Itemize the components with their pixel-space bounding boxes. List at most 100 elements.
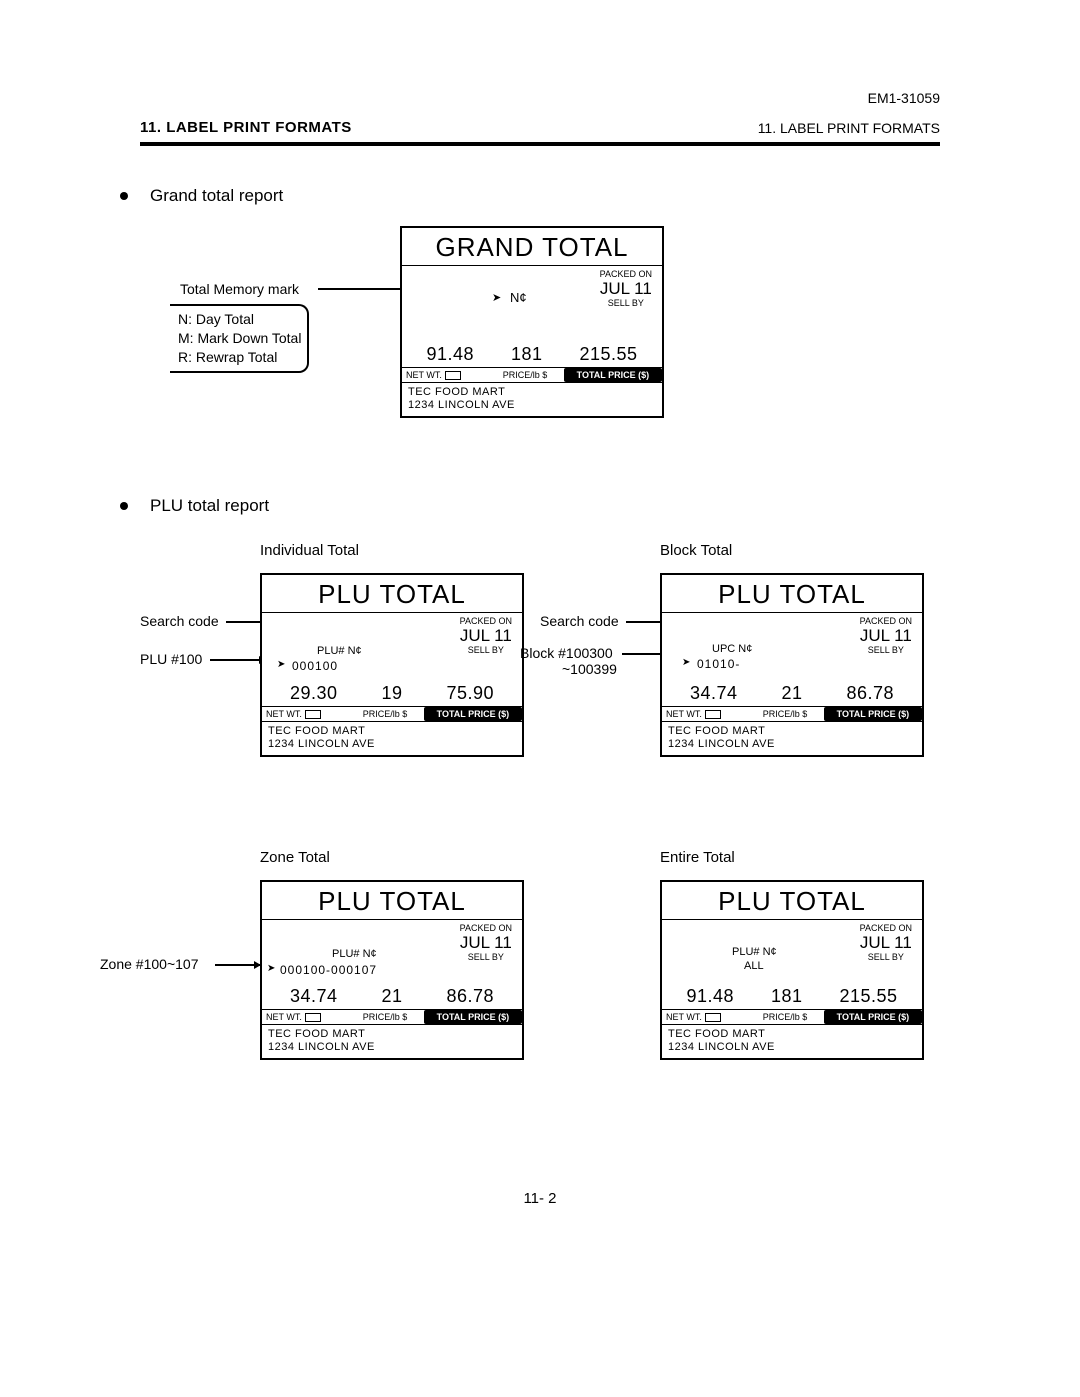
col-zone: Zone Total Zone #100~107 PLU TOTAL PACKE… bbox=[140, 843, 540, 1100]
label-mid: PACKED ON JUL 11 SELL BY UPC N¢ ➤ 01010- bbox=[662, 613, 922, 683]
values-row: 29.30 19 75.90 bbox=[262, 683, 522, 706]
field-pricelb: PRICE/lb $ bbox=[486, 368, 563, 382]
callout-n: N: Day Total bbox=[178, 310, 301, 329]
bullet-icon bbox=[120, 192, 128, 200]
label-mid: PACKED ON JUL 11 SELL BY PLU# N¢ ALL bbox=[662, 920, 922, 986]
label-title: PLU TOTAL bbox=[662, 575, 922, 613]
label-title: GRAND TOTAL bbox=[402, 228, 662, 266]
val-cnt: 181 bbox=[511, 344, 543, 365]
label-mid: PACKED ON JUL 11 SELL BY PLU# N¢ ➤ 00010… bbox=[262, 613, 522, 683]
entire-label: PLU TOTAL PACKED ON JUL 11 SELL BY PLU# … bbox=[660, 880, 924, 1060]
header-repeat: 11. LABEL PRINT FORMATS bbox=[758, 120, 940, 136]
packed-col: PACKED ON JUL 11 SELL BY bbox=[600, 270, 652, 308]
page-number: 11- 2 bbox=[140, 1190, 940, 1207]
col-entire: Entire Total PLU TOTAL PACKED ON JUL 11 … bbox=[540, 843, 940, 1100]
code-value: 000100 bbox=[292, 659, 338, 673]
header-right: EM1-31059 11. LABEL PRINT FORMATS bbox=[758, 90, 940, 136]
callout-search: Search code bbox=[540, 613, 619, 629]
callout-paren: N: Day Total M: Mark Down Total R: Rewra… bbox=[170, 304, 309, 373]
field-row: NET WT. PRICE/lb $ TOTAL PRICE ($) bbox=[662, 706, 922, 721]
block-wrap: Search code Block #100300 ~100399 PLU TO… bbox=[540, 573, 940, 793]
scale-icon bbox=[445, 371, 461, 380]
packed-col: PACKED ON JUL 11 SELL BY bbox=[460, 617, 512, 655]
grand-label: GRAND TOTAL PACKED ON JUL 11 SELL BY ➤ N… bbox=[400, 226, 664, 418]
lead-line bbox=[215, 964, 260, 966]
val-net: 91.48 bbox=[426, 344, 474, 365]
values-row: 91.48 181 215.55 bbox=[662, 986, 922, 1009]
page-header: 11. LABEL PRINT FORMATS EM1-31059 11. LA… bbox=[140, 90, 940, 136]
scale-icon bbox=[305, 1013, 321, 1022]
label-footer: TEC FOOD MART 1234 LINCOLN AVE bbox=[262, 1024, 522, 1058]
field-row: NET WT. PRICE/lb $ TOTAL PRICE ($) bbox=[402, 367, 662, 382]
zone-label: PLU TOTAL PACKED ON JUL 11 SELL BY PLU# … bbox=[260, 880, 524, 1060]
label-footer: TEC FOOD MART 1234 LINCOLN AVE bbox=[402, 382, 662, 416]
section-title: 11. LABEL PRINT FORMATS bbox=[140, 119, 352, 136]
callout-total-memory: Total Memory mark bbox=[180, 281, 299, 297]
packed-col: PACKED ON JUL 11 SELL BY bbox=[460, 924, 512, 962]
bullet-grand: Grand total report bbox=[140, 186, 940, 206]
indiv-label: PLU TOTAL PACKED ON JUL 11 SELL BY PLU# … bbox=[260, 573, 524, 757]
header-rule bbox=[140, 142, 940, 146]
sell-by: SELL BY bbox=[600, 299, 652, 309]
callout-block-range2: ~100399 bbox=[562, 661, 617, 677]
label-mid: PACKED ON JUL 11 SELL BY PLU# N¢ ➤ 00010… bbox=[262, 920, 522, 986]
bullet-plu: PLU total report bbox=[140, 496, 940, 516]
field-row: NET WT. PRICE/lb $ TOTAL PRICE ($) bbox=[262, 1009, 522, 1024]
field-row: NET WT. PRICE/lb $ TOTAL PRICE ($) bbox=[662, 1009, 922, 1024]
scale-icon bbox=[705, 1013, 721, 1022]
zone-wrap: Zone #100~107 PLU TOTAL PACKED ON JUL 11… bbox=[140, 880, 540, 1100]
store2: 1234 LINCOLN AVE bbox=[408, 399, 656, 412]
label-footer: TEC FOOD MART 1234 LINCOLN AVE bbox=[262, 721, 522, 755]
nc-marker: N¢ bbox=[510, 290, 527, 305]
val-total: 215.55 bbox=[579, 344, 637, 365]
callout-zone-range: Zone #100~107 bbox=[100, 956, 198, 972]
code-value: 01010- bbox=[697, 657, 740, 671]
grand-section: Total Memory mark N: Day Total M: Mark D… bbox=[140, 226, 940, 466]
row-indiv-block: Individual Total Search code PLU #100 PL… bbox=[140, 536, 940, 793]
callout-block-range1: Block #100300 bbox=[520, 645, 613, 661]
field-total: TOTAL PRICE ($) bbox=[564, 368, 662, 382]
arrow-icon: ➤ bbox=[682, 657, 690, 668]
entire-wrap: PLU TOTAL PACKED ON JUL 11 SELL BY PLU# … bbox=[540, 880, 940, 1100]
col-individual: Individual Total Search code PLU #100 PL… bbox=[140, 536, 540, 793]
lead-line bbox=[210, 659, 265, 661]
arrow-icon: ➤ bbox=[277, 659, 285, 670]
code-label2: ALL bbox=[744, 960, 764, 972]
label-title: PLU TOTAL bbox=[262, 882, 522, 920]
scale-icon bbox=[705, 710, 721, 719]
code-label: PLU# N¢ bbox=[317, 645, 362, 657]
code-value: 000100-000107 bbox=[280, 963, 377, 977]
callout-plu100: PLU #100 bbox=[140, 651, 202, 667]
field-netwt: NET WT. bbox=[402, 368, 486, 382]
subhead-zone: Zone Total bbox=[260, 849, 540, 866]
block-label: PLU TOTAL PACKED ON JUL 11 SELL BY UPC N… bbox=[660, 573, 924, 757]
label-title: PLU TOTAL bbox=[262, 575, 522, 613]
subhead-individual: Individual Total bbox=[260, 542, 540, 559]
values-row: 34.74 21 86.78 bbox=[662, 683, 922, 706]
label-footer: TEC FOOD MART 1234 LINCOLN AVE bbox=[662, 721, 922, 755]
code-label: UPC N¢ bbox=[712, 643, 752, 655]
subhead-entire: Entire Total bbox=[660, 849, 940, 866]
callout-r: R: Rewrap Total bbox=[178, 348, 301, 367]
callout-search: Search code bbox=[140, 613, 219, 629]
nc-arrow-icon: ➤ bbox=[492, 291, 501, 304]
row-zone-entire: Zone Total Zone #100~107 PLU TOTAL PACKE… bbox=[140, 843, 940, 1100]
packed-date: JUL 11 bbox=[600, 280, 652, 299]
bullet-text: PLU total report bbox=[150, 496, 269, 516]
arrow-icon: ➤ bbox=[267, 963, 275, 974]
label-mid: PACKED ON JUL 11 SELL BY ➤ N¢ bbox=[402, 266, 662, 344]
label-title: PLU TOTAL bbox=[662, 882, 922, 920]
values-row: 91.48 181 215.55 bbox=[402, 344, 662, 367]
packed-col: PACKED ON JUL 11 SELL BY bbox=[860, 617, 912, 655]
bullet-icon bbox=[120, 502, 128, 510]
field-row: NET WT. PRICE/lb $ TOTAL PRICE ($) bbox=[262, 706, 522, 721]
page: 11. LABEL PRINT FORMATS EM1-31059 11. LA… bbox=[0, 0, 1080, 1247]
packed-col: PACKED ON JUL 11 SELL BY bbox=[860, 924, 912, 962]
callout-m: M: Mark Down Total bbox=[178, 329, 301, 348]
label-footer: TEC FOOD MART 1234 LINCOLN AVE bbox=[662, 1024, 922, 1058]
bullet-text: Grand total report bbox=[150, 186, 283, 206]
store1: TEC FOOD MART bbox=[408, 386, 656, 399]
col-block: Block Total Search code Block #100300 ~1… bbox=[540, 536, 940, 793]
code-label: PLU# N¢ bbox=[732, 946, 777, 958]
values-row: 34.74 21 86.78 bbox=[262, 986, 522, 1009]
